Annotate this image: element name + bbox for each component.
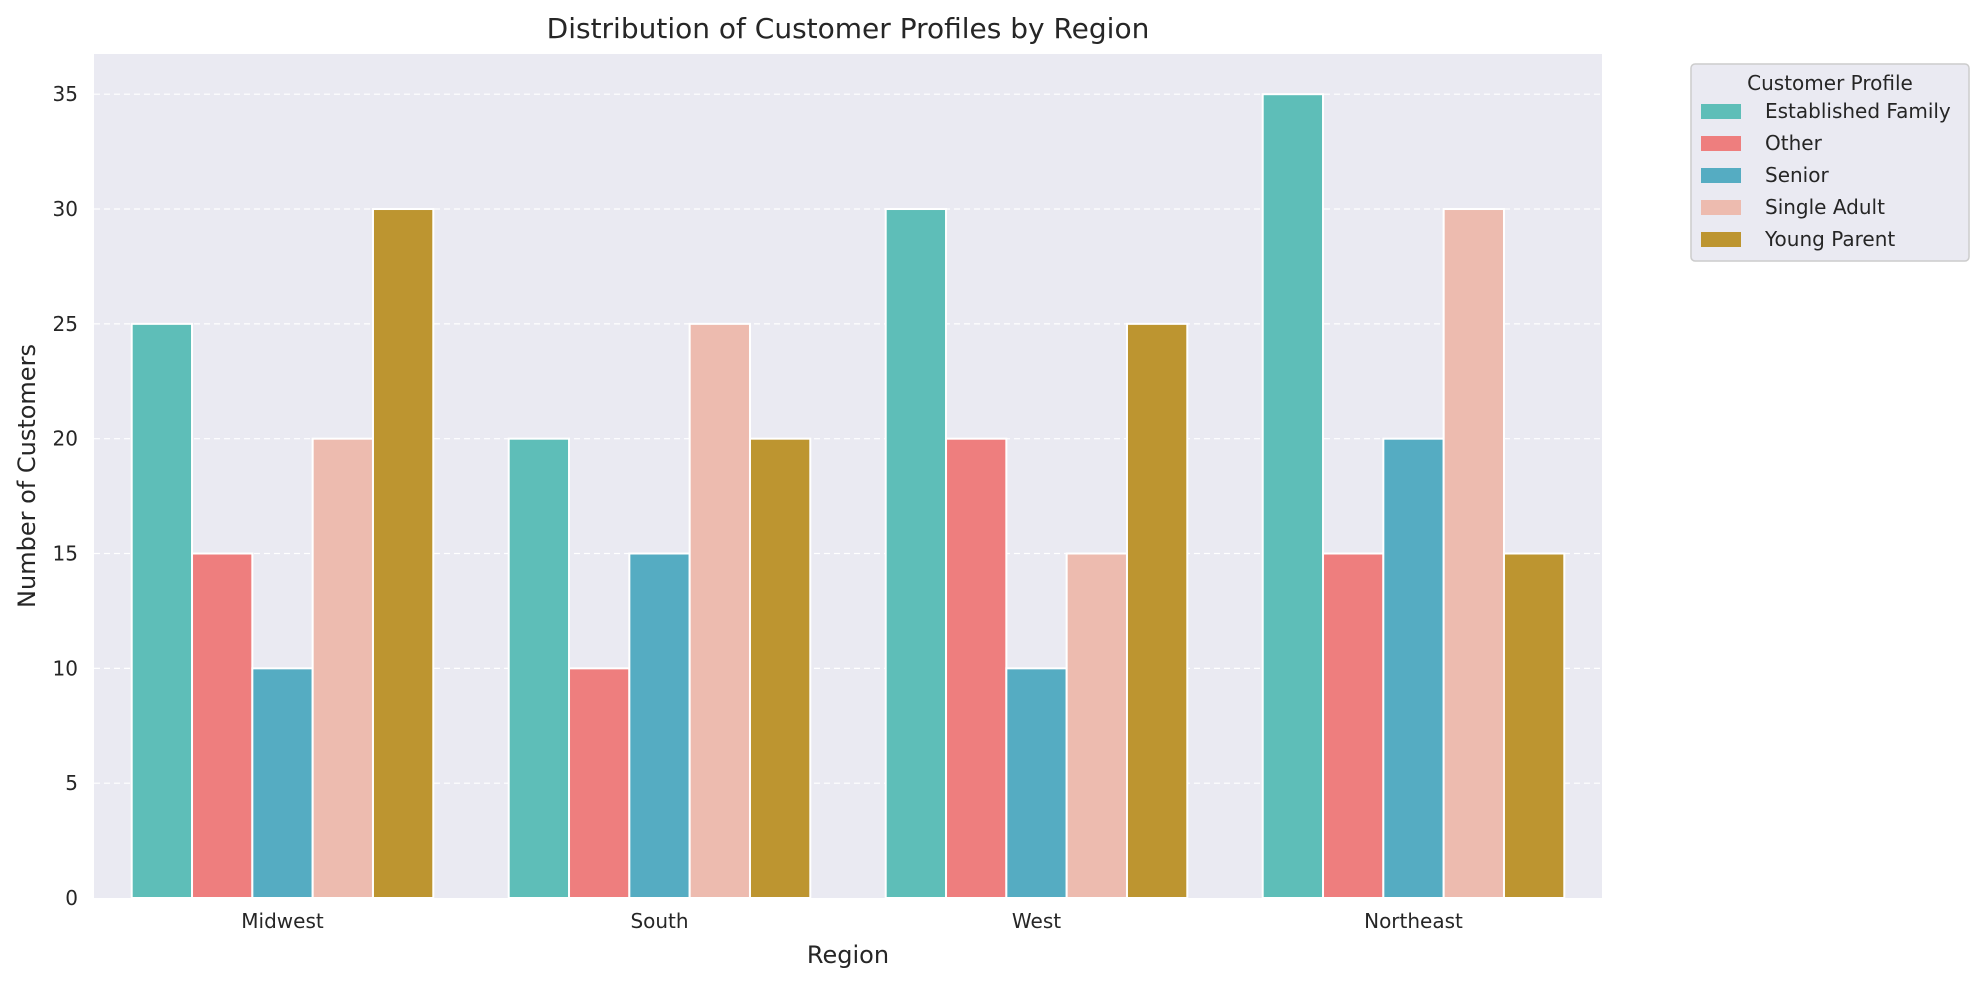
legend-swatch [1701, 168, 1741, 183]
legend-label: Senior [1765, 163, 1829, 187]
legend-label: Other [1765, 131, 1823, 155]
legend-swatch [1701, 232, 1741, 247]
legend: Customer Profile Established Family Other… [1690, 63, 1970, 262]
legend-label: Established Family [1765, 99, 1951, 123]
bar [1502, 552, 1566, 899]
bar [311, 437, 374, 899]
bar [628, 552, 691, 899]
bar [568, 667, 631, 900]
bar [1065, 552, 1128, 899]
chart-title: Distribution of Customer Profiles by Reg… [547, 12, 1150, 45]
bar [748, 437, 812, 899]
bar [945, 437, 1008, 899]
bar [1322, 552, 1385, 899]
legend-label: Young Parent [1764, 227, 1895, 251]
y-tick-label: 10 [53, 656, 78, 680]
legend-title: Customer Profile [1747, 71, 1913, 95]
bar [1125, 322, 1189, 899]
x-tick-label: South [630, 909, 688, 933]
y-axis-label: Number of Customers [13, 344, 41, 608]
legend-label: Single Adult [1765, 195, 1885, 219]
legend-swatch [1701, 104, 1741, 119]
legend-swatch [1701, 200, 1741, 215]
bar [251, 667, 314, 900]
bars-group [130, 93, 1566, 900]
legend-frame [1690, 63, 1970, 262]
bar [1005, 667, 1068, 900]
y-tick-label: 20 [53, 427, 78, 451]
y-tick-label: 15 [53, 542, 78, 566]
bar [130, 322, 194, 899]
bar [1261, 93, 1325, 899]
x-tick-label: Northeast [1364, 909, 1463, 933]
x-tick-label: Midwest [241, 909, 324, 933]
y-axis-ticks: 0 5 10 15 20 25 30 35 [53, 82, 78, 910]
bar [371, 208, 435, 900]
y-tick-label: 0 [65, 886, 78, 910]
bar [507, 437, 571, 899]
bar [1382, 437, 1445, 899]
bar [884, 208, 948, 900]
y-tick-label: 5 [65, 771, 78, 795]
y-tick-label: 35 [53, 82, 78, 106]
y-tick-label: 30 [53, 197, 78, 221]
legend-items: Established Family Other Senior Single Adul… [1701, 99, 1951, 251]
x-tick-label: West [1012, 909, 1061, 933]
legend-swatch [1701, 136, 1741, 151]
x-axis-label: Region [807, 941, 889, 969]
x-axis-ticks: Midwest South West Northeast [241, 909, 1463, 933]
bar [688, 322, 751, 899]
bar [191, 552, 254, 899]
y-tick-label: 25 [53, 312, 78, 336]
bar [1442, 208, 1505, 900]
